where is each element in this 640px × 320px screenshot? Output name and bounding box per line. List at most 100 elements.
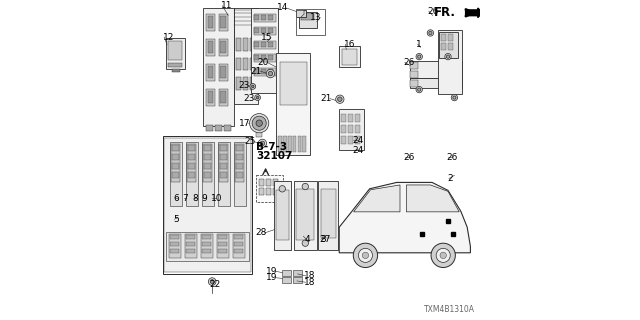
- Circle shape: [209, 278, 216, 285]
- Text: 26: 26: [447, 153, 458, 162]
- Text: 12: 12: [163, 33, 174, 42]
- Text: 3: 3: [321, 235, 326, 244]
- Bar: [204, 172, 211, 178]
- Bar: [168, 63, 182, 67]
- Bar: [171, 144, 180, 182]
- Text: 24: 24: [352, 136, 364, 145]
- Bar: [298, 136, 301, 152]
- Bar: [302, 136, 306, 152]
- Bar: [169, 234, 181, 258]
- Circle shape: [268, 71, 273, 76]
- Bar: [251, 8, 278, 93]
- Text: 1: 1: [416, 40, 422, 49]
- Text: 26: 26: [403, 58, 415, 67]
- Bar: [243, 77, 248, 90]
- Bar: [266, 179, 271, 186]
- Bar: [448, 34, 453, 41]
- Circle shape: [358, 248, 372, 262]
- Bar: [202, 142, 214, 206]
- Bar: [203, 144, 212, 182]
- Polygon shape: [406, 185, 460, 212]
- Bar: [254, 69, 259, 74]
- Bar: [273, 179, 278, 186]
- Text: 22: 22: [210, 280, 221, 289]
- Bar: [294, 181, 317, 250]
- Bar: [217, 234, 229, 258]
- Bar: [341, 114, 346, 122]
- Bar: [250, 38, 255, 51]
- Bar: [410, 80, 418, 87]
- Circle shape: [431, 243, 456, 268]
- Bar: [262, 28, 266, 33]
- Text: B-7-3: B-7-3: [256, 142, 287, 152]
- Circle shape: [302, 183, 308, 190]
- Bar: [300, 12, 317, 28]
- Text: 9: 9: [202, 194, 207, 203]
- Bar: [254, 15, 259, 20]
- Bar: [253, 54, 276, 62]
- Bar: [276, 53, 310, 155]
- Bar: [219, 39, 228, 56]
- Circle shape: [260, 141, 265, 146]
- Bar: [206, 14, 215, 31]
- Bar: [236, 145, 243, 151]
- Bar: [218, 142, 230, 206]
- Bar: [218, 235, 227, 239]
- Text: 5: 5: [173, 215, 179, 224]
- Circle shape: [353, 243, 378, 268]
- Bar: [236, 77, 241, 90]
- Bar: [259, 188, 264, 195]
- Bar: [206, 125, 212, 131]
- Bar: [215, 125, 222, 131]
- Bar: [220, 145, 227, 151]
- Text: 21: 21: [250, 67, 262, 76]
- Bar: [236, 58, 241, 70]
- Bar: [172, 154, 179, 160]
- Text: 26: 26: [428, 7, 438, 16]
- Bar: [207, 91, 214, 103]
- Bar: [166, 38, 185, 69]
- Bar: [207, 16, 214, 28]
- Text: 26: 26: [403, 153, 415, 162]
- Bar: [355, 125, 360, 133]
- Bar: [220, 91, 226, 103]
- Bar: [410, 78, 463, 88]
- Bar: [188, 154, 195, 160]
- Bar: [234, 142, 246, 206]
- Bar: [441, 43, 446, 50]
- Bar: [186, 235, 195, 239]
- Bar: [441, 34, 446, 41]
- Bar: [207, 66, 214, 78]
- Bar: [201, 234, 213, 258]
- Bar: [204, 154, 211, 160]
- Bar: [348, 136, 353, 144]
- Bar: [269, 28, 273, 33]
- Bar: [262, 55, 266, 60]
- Bar: [339, 109, 364, 150]
- Bar: [235, 144, 244, 182]
- Bar: [168, 41, 182, 60]
- Bar: [339, 46, 360, 67]
- Bar: [188, 163, 195, 169]
- Text: 23: 23: [238, 81, 250, 90]
- Bar: [301, 13, 314, 20]
- Bar: [259, 179, 264, 186]
- Bar: [220, 66, 226, 78]
- Bar: [448, 43, 453, 50]
- Bar: [319, 181, 338, 250]
- Bar: [187, 144, 196, 182]
- Bar: [219, 64, 228, 81]
- Bar: [219, 14, 228, 31]
- Text: 2: 2: [447, 174, 453, 183]
- Circle shape: [418, 88, 421, 91]
- Bar: [297, 10, 306, 17]
- Bar: [166, 232, 249, 261]
- Bar: [236, 154, 243, 160]
- Text: 28: 28: [255, 228, 266, 237]
- Bar: [172, 145, 179, 151]
- Bar: [250, 77, 255, 90]
- Text: 18: 18: [304, 278, 316, 287]
- Bar: [355, 114, 360, 122]
- Bar: [172, 172, 179, 178]
- Bar: [233, 234, 245, 258]
